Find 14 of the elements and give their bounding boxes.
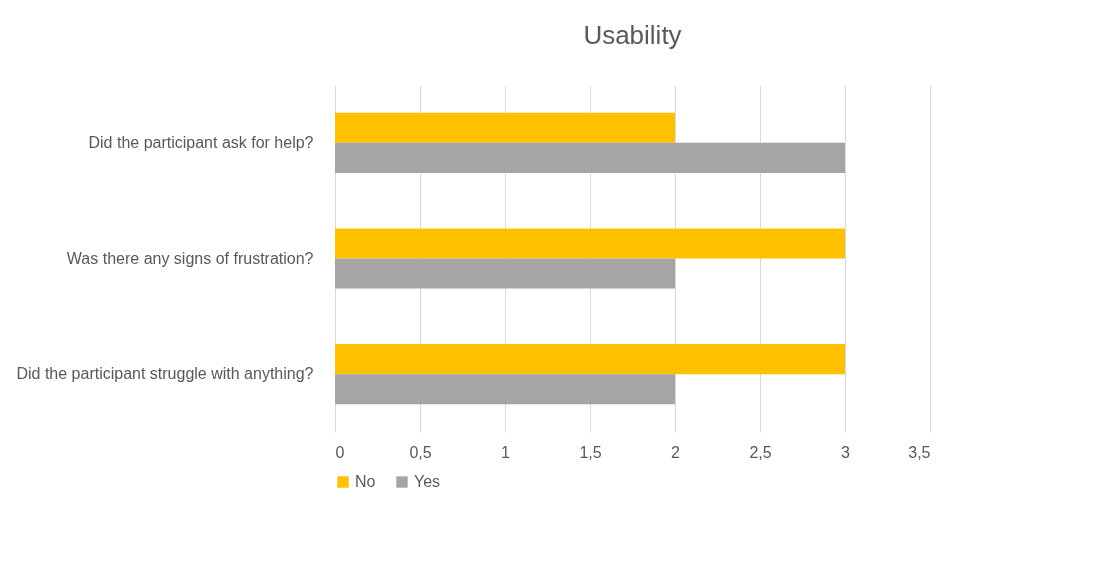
y-tick-label: Did the participant struggle with anything? <box>16 365 314 383</box>
y-tick-label: Did the participant ask for help? <box>88 133 314 151</box>
legend-label: Yes <box>414 473 441 490</box>
x-tick-label: 2 <box>671 443 681 461</box>
chart-title: Usability <box>583 20 682 50</box>
legend-label: No <box>355 473 376 490</box>
y-tick-label: Was there any signs of frustration? <box>66 249 314 267</box>
x-tick-label: 3,5 <box>908 443 931 461</box>
x-tick-label: 1,5 <box>579 443 602 461</box>
x-tick-label: 3 <box>841 443 851 461</box>
x-tick-label: 2,5 <box>749 443 772 461</box>
x-tick-label: 0 <box>335 443 345 461</box>
x-tick-label: 1 <box>501 443 511 461</box>
x-tick-label: 0,5 <box>409 443 432 461</box>
